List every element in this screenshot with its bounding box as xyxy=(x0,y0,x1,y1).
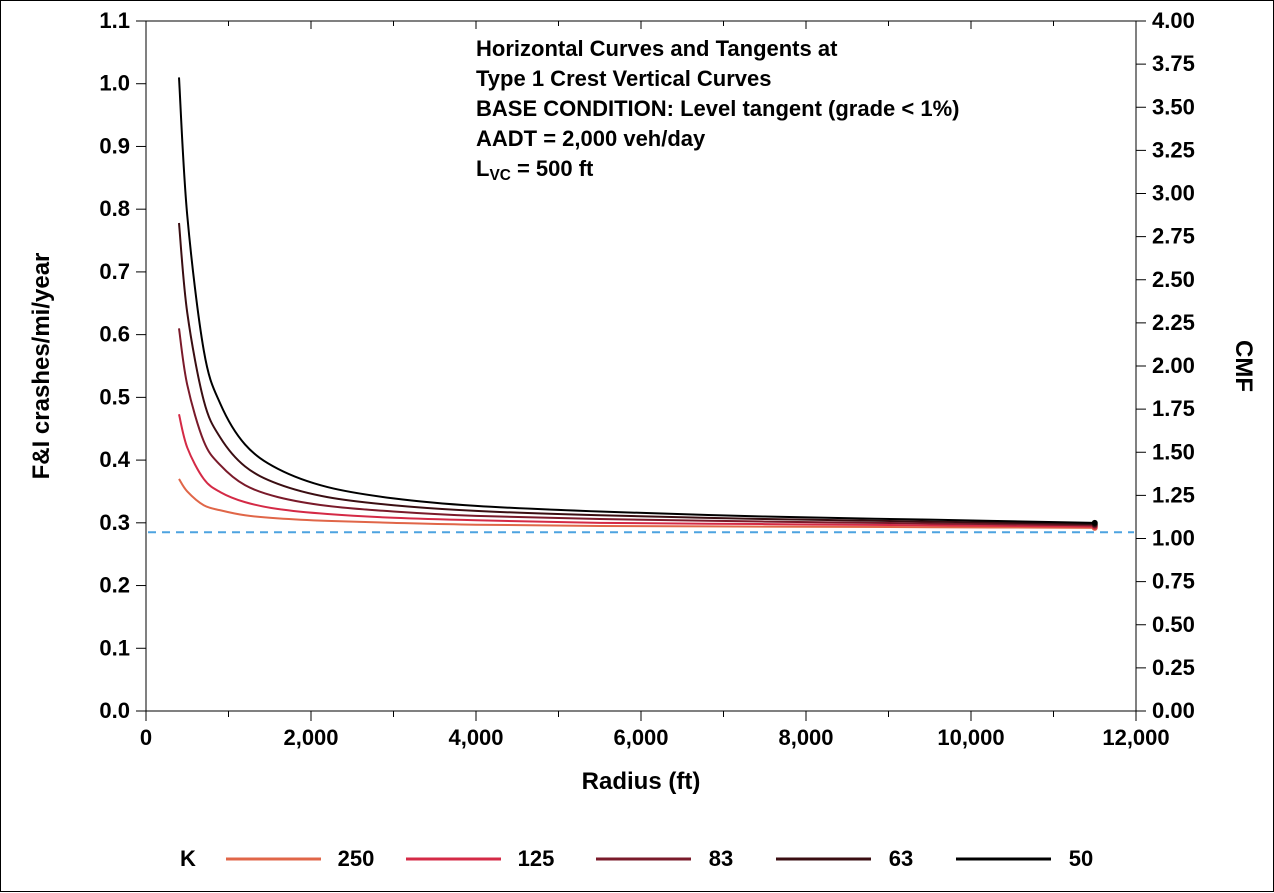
chart-note-lvc: LVC = 500 ft xyxy=(476,156,594,184)
y-left-tick-label: 0.2 xyxy=(99,573,130,598)
y-right-tick-label: 0.50 xyxy=(1152,612,1195,637)
y-left-tick-label: 0.1 xyxy=(99,635,130,660)
y-right-tick-label: 2.00 xyxy=(1152,353,1195,378)
y-right-tick-label: 1.00 xyxy=(1152,526,1195,551)
chart-note-line: Type 1 Crest Vertical Curves xyxy=(476,66,772,91)
plot-border xyxy=(146,21,1136,711)
legend-label: 83 xyxy=(709,846,733,871)
y-left-tick-label: 1.1 xyxy=(99,8,130,33)
x-tick-label: 2,000 xyxy=(283,725,338,750)
y-left-tick-label: 1.0 xyxy=(99,71,130,96)
y-left-tick-label: 0.9 xyxy=(99,133,130,158)
legend-title: K xyxy=(180,846,196,871)
series-K=125 xyxy=(179,414,1095,526)
y-left-tick-label: 0.8 xyxy=(99,196,130,221)
legend-label: 250 xyxy=(338,846,375,871)
x-tick-label: 4,000 xyxy=(448,725,503,750)
legend-label: 63 xyxy=(889,846,913,871)
x-tick-label: 6,000 xyxy=(613,725,668,750)
x-tick-label: 12,000 xyxy=(1102,725,1169,750)
y-left-tick-label: 0.3 xyxy=(99,510,130,535)
y-right-tick-label: 3.50 xyxy=(1152,94,1195,119)
legend-label: 50 xyxy=(1069,846,1093,871)
chart-container: 0 2,000 4,000 6,000 8,000 10,000 12,000 Radius … xyxy=(0,0,1274,892)
y-left-tick-label: 0.4 xyxy=(99,447,130,472)
series-end-marker xyxy=(1092,520,1098,526)
x-tick-label: 0 xyxy=(140,725,152,750)
y-right-tick-label: 4.00 xyxy=(1152,8,1195,33)
y-left-tick-label: 0.6 xyxy=(99,322,130,347)
y-right-tick-label: 1.25 xyxy=(1152,482,1195,507)
y-right-tick-label: 0.75 xyxy=(1152,569,1195,594)
y-right-tick-label: 1.75 xyxy=(1152,396,1195,421)
y-left-axis-label: F&I crashes/mi/year xyxy=(28,253,55,480)
y-right-tick-label: 2.25 xyxy=(1152,310,1195,335)
y-right-axis-label: CMF xyxy=(1230,340,1257,392)
y-right-tick-label: 2.75 xyxy=(1152,224,1195,249)
y-right-tick-label: 0.25 xyxy=(1152,655,1195,680)
y-left-tick-label: 0.7 xyxy=(99,259,130,284)
series-K=63 xyxy=(179,223,1095,524)
x-tick-label: 10,000 xyxy=(937,725,1004,750)
y-right-tick-label: 3.00 xyxy=(1152,181,1195,206)
y-left-tick-label: 0.0 xyxy=(99,698,130,723)
y-left-tick-label: 0.5 xyxy=(99,384,130,409)
y-right-tick-label: 1.50 xyxy=(1152,439,1195,464)
chart-svg: 0 2,000 4,000 6,000 8,000 10,000 12,000 Radius … xyxy=(1,1,1274,893)
chart-note-line: AADT = 2,000 veh/day xyxy=(476,126,706,151)
chart-note-line: BASE CONDITION: Level tangent (grade < 1… xyxy=(476,96,959,121)
x-axis-label: Radius (ft) xyxy=(582,768,701,795)
chart-note-line: Horizontal Curves and Tangents at xyxy=(476,36,838,61)
y-right-tick-label: 2.50 xyxy=(1152,267,1195,292)
x-tick-label: 8,000 xyxy=(778,725,833,750)
y-right-tick-label: 3.25 xyxy=(1152,137,1195,162)
y-right-tick-label: 0.00 xyxy=(1152,698,1195,723)
legend-label: 125 xyxy=(518,846,555,871)
y-right-tick-label: 3.75 xyxy=(1152,51,1195,76)
